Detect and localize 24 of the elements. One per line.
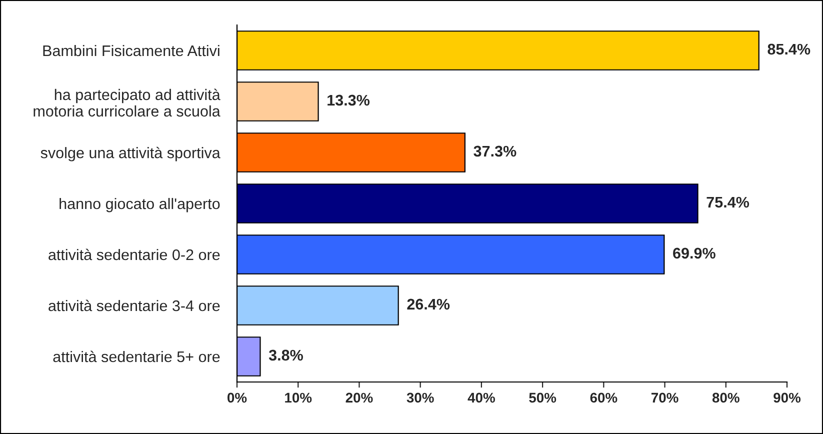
x-tick-label: 70% [651, 392, 678, 403]
data-label: 75.4% [706, 196, 750, 208]
data-label: 69.9% [673, 248, 716, 259]
y-tick-label: ha partecipato ad attività motoria curricolare a scuola [34, 88, 220, 117]
x-tick-label: 20% [346, 392, 373, 403]
x-tick-label: 30% [406, 392, 434, 403]
x-tick-label: 50% [529, 392, 556, 403]
y-tick-label: Bambini Fisicamente Attivi [43, 44, 220, 56]
x-tick-label: 60% [590, 392, 618, 403]
x-tick-label: 0% [228, 392, 247, 403]
x-tick-label: 40% [468, 392, 495, 403]
x-tick-label: 10% [285, 392, 312, 403]
data-label: 85.4% [768, 44, 810, 55]
y-tick-label: attività sedentarie 0-2 ore [48, 248, 220, 260]
y-tick-label: hanno giocato all'aperto [60, 198, 220, 212]
x-tick-label: 90% [774, 392, 801, 403]
data-label: 26.4% [407, 298, 450, 310]
data-label: 13.3% [328, 94, 370, 106]
data-label: 3.8% [268, 350, 303, 361]
y-tick-label: svolge una attività sportiva [40, 146, 220, 162]
x-tick-label: 80% [712, 392, 740, 403]
y-tick-label: attività sedentarie 3-4 ore [48, 300, 220, 312]
data-label: 37.3% [474, 146, 516, 157]
y-tick-label: attività sedentarie 5+ ore [53, 350, 220, 362]
